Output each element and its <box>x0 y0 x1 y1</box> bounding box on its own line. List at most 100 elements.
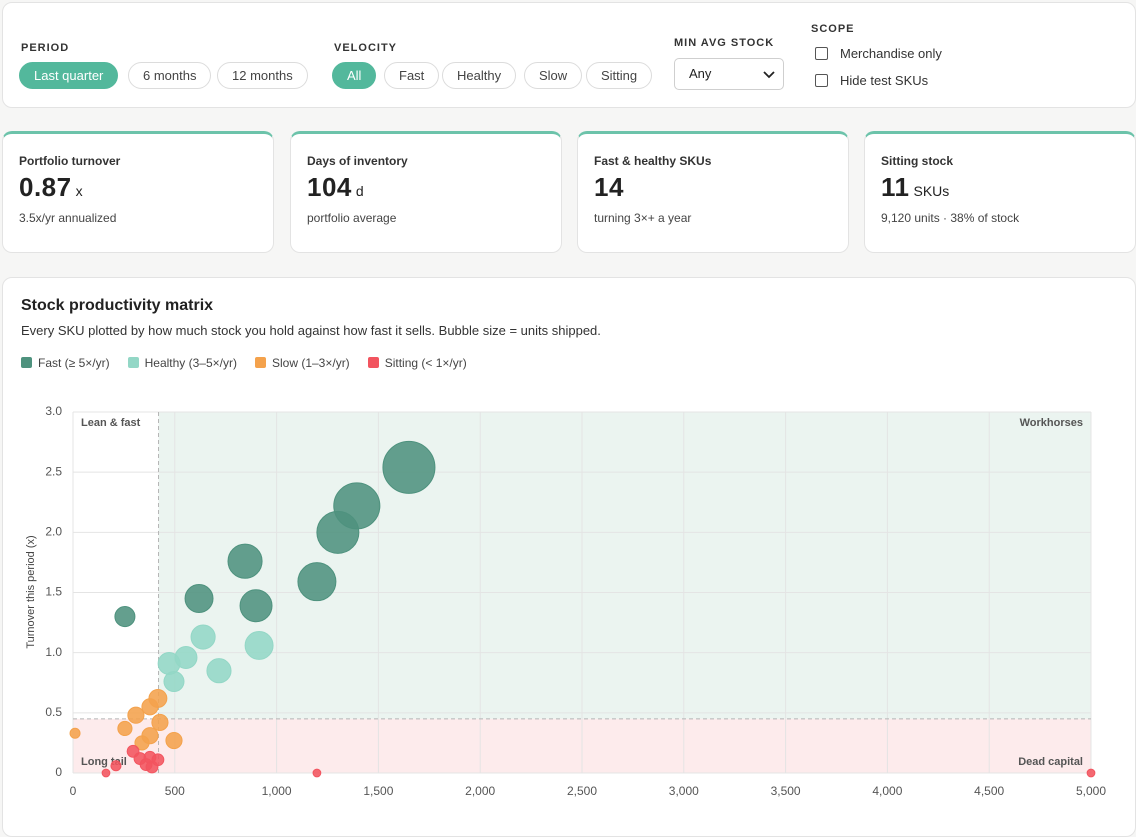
kpi-card: Days of inventory 104 d portfolio average <box>290 131 562 253</box>
bubble <box>141 727 159 745</box>
y-tick-label: 2.0 <box>45 525 62 539</box>
kpi-label: Sitting stock <box>881 154 954 168</box>
filter-pill[interactable]: Sitting <box>586 62 653 89</box>
x-tick-label: 4,500 <box>974 784 1004 798</box>
kpi-card: Sitting stock 11 SKUs 9,120 units · 38% of … <box>864 131 1136 253</box>
legend-item[interactable]: Fast (≥ 5×/yr) <box>21 356 110 370</box>
kpi-note: turning 3×+ a year <box>594 211 692 225</box>
legend-item[interactable]: Slow (1–3×/yr) <box>254 355 350 370</box>
y-tick-label: 3.0 <box>45 404 62 418</box>
filter-pill[interactable]: 6 months <box>128 62 212 89</box>
y-tick-label: 2.5 <box>45 464 62 478</box>
legend-swatch <box>127 357 139 368</box>
bubble <box>297 562 337 602</box>
bubble <box>239 589 273 623</box>
kpi-note: 9,120 units · 38% of stock <box>881 211 1020 225</box>
bubble <box>174 646 198 669</box>
legend: Fast (≥ 5×/yr) Healthy (3–5×/yr) Slow (1–3… <box>21 355 485 373</box>
bubble <box>382 440 436 494</box>
select-chevron <box>763 71 775 79</box>
quadrant-label: Workhorses <box>1020 417 1083 429</box>
kpi-number: 0.87 <box>19 172 72 202</box>
kpi-note: portfolio average <box>307 211 397 225</box>
kpi-number: 14 <box>594 172 624 202</box>
kpi-card: Portfolio turnover 0.87 x 3.5x/yr annualize… <box>2 131 274 253</box>
kpi-label: Days of inventory <box>307 154 408 168</box>
y-axis-title: Turnover this period (x) <box>25 535 37 648</box>
filter-pill[interactable]: All <box>332 62 377 89</box>
bubble <box>165 731 183 750</box>
checkbox[interactable] <box>815 74 828 87</box>
bubble <box>190 624 216 650</box>
x-tick-label: 3,000 <box>669 784 699 798</box>
filter-label: SCOPE <box>811 23 855 35</box>
y-tick-label: 1.5 <box>45 585 62 599</box>
checkbox-label[interactable]: Merchandise only <box>840 46 942 61</box>
x-tick-label: 3,500 <box>771 784 801 798</box>
filter-pill[interactable]: Healthy <box>442 62 517 89</box>
bubble <box>114 606 136 628</box>
legend-swatch <box>367 357 379 368</box>
bubble <box>127 706 145 724</box>
filter-label: PERIOD <box>21 42 70 54</box>
legend-label: Slow (1–3×/yr) <box>271 355 350 370</box>
bubble <box>333 482 381 530</box>
x-tick-label: 2,500 <box>567 784 597 798</box>
legend-item[interactable]: Sitting (< 1×/yr) <box>367 355 467 370</box>
x-tick-label: 0 <box>70 784 77 798</box>
kpi-unit: d <box>355 183 364 199</box>
checkbox-label[interactable]: Hide test SKUs <box>840 73 929 88</box>
quadrant-label: Lean & fast <box>81 417 141 429</box>
bubble <box>117 720 133 737</box>
filter-bar: PERIOD Last quarter 6 months 12 months VELOC… <box>2 2 1136 108</box>
filter-pill[interactable]: Slow <box>524 62 583 89</box>
stock-select[interactable]: Any <box>674 58 784 90</box>
filter-pill[interactable]: Fast <box>384 62 440 89</box>
y-tick-label: 1.0 <box>45 645 62 659</box>
x-tick-label: 2,000 <box>465 784 495 798</box>
bubble <box>206 658 232 684</box>
filter-label: MIN AVG STOCK <box>674 37 775 49</box>
kpi-number: 11 <box>881 172 910 202</box>
bubble <box>184 584 214 613</box>
x-tick-label: 500 <box>165 784 185 798</box>
bubble <box>312 768 322 778</box>
kpi-unit: x <box>75 183 83 199</box>
x-tick-label: 1,500 <box>363 784 393 798</box>
y-tick-label: 0.5 <box>45 705 62 719</box>
legend-swatch <box>21 357 32 368</box>
kpi-label: Fast & healthy SKUs <box>594 154 712 168</box>
legend-label: Sitting (< 1×/yr) <box>384 355 467 370</box>
chart-title: Stock productivity matrix <box>21 297 214 314</box>
x-tick-label: 1,000 <box>262 784 292 798</box>
filter-label: VELOCITY <box>334 42 398 54</box>
bubble <box>1086 768 1096 778</box>
legend-label: Fast (≥ 5×/yr) <box>38 355 110 370</box>
chart-subtitle: Every SKU plotted by how much stock you … <box>21 323 601 338</box>
legend-swatch <box>254 357 266 368</box>
bubble <box>163 671 185 693</box>
select-value: Any <box>689 66 712 81</box>
kpi-unit: SKUs <box>913 183 950 199</box>
x-tick-label: 5,000 <box>1076 784 1106 798</box>
y-tick-label: 0 <box>55 765 62 779</box>
quadrant-healthy <box>158 412 1092 719</box>
kpi-value: 104 d <box>307 172 364 203</box>
kpi-value: 0.87 x <box>19 172 83 203</box>
x-tick-label: 4,000 <box>872 784 902 798</box>
checkbox[interactable] <box>815 47 828 60</box>
legend-item[interactable]: Healthy (3–5×/yr) <box>127 355 237 370</box>
kpi-note: 3.5x/yr annualized <box>19 211 117 225</box>
filter-pill[interactable]: 12 months <box>217 62 308 89</box>
bubble <box>110 760 122 772</box>
quadrant-label: Dead capital <box>1018 756 1083 768</box>
kpi-card: Fast & healthy SKUs 14 turning 3×+ a year <box>577 131 849 253</box>
kpi-value: 11 SKUs <box>881 172 949 203</box>
kpi-value: 14 <box>594 172 624 203</box>
kpi-label: Portfolio turnover <box>19 154 121 168</box>
bubble <box>227 543 263 579</box>
bubble <box>148 688 168 708</box>
legend-label: Healthy (3–5×/yr) <box>144 355 237 370</box>
filter-pill[interactable]: Last quarter <box>19 62 119 89</box>
